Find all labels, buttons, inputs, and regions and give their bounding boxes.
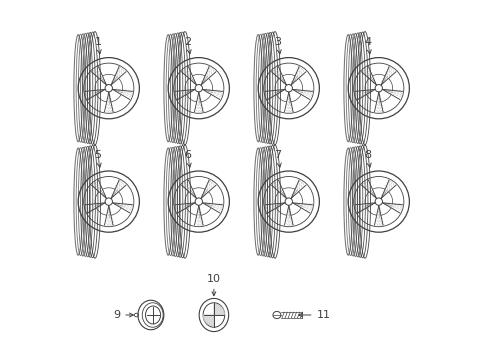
Text: 1: 1 (94, 37, 102, 54)
Text: 7: 7 (274, 150, 281, 167)
Text: 8: 8 (364, 150, 371, 167)
Polygon shape (213, 304, 224, 315)
Text: 3: 3 (274, 37, 281, 54)
Text: 11: 11 (298, 310, 330, 320)
Text: 6: 6 (184, 150, 191, 167)
Text: 4: 4 (364, 37, 371, 54)
Text: 5: 5 (94, 150, 102, 167)
Text: 2: 2 (184, 37, 191, 54)
Text: 9: 9 (113, 310, 133, 320)
Text: 10: 10 (206, 274, 221, 296)
Polygon shape (203, 315, 213, 326)
